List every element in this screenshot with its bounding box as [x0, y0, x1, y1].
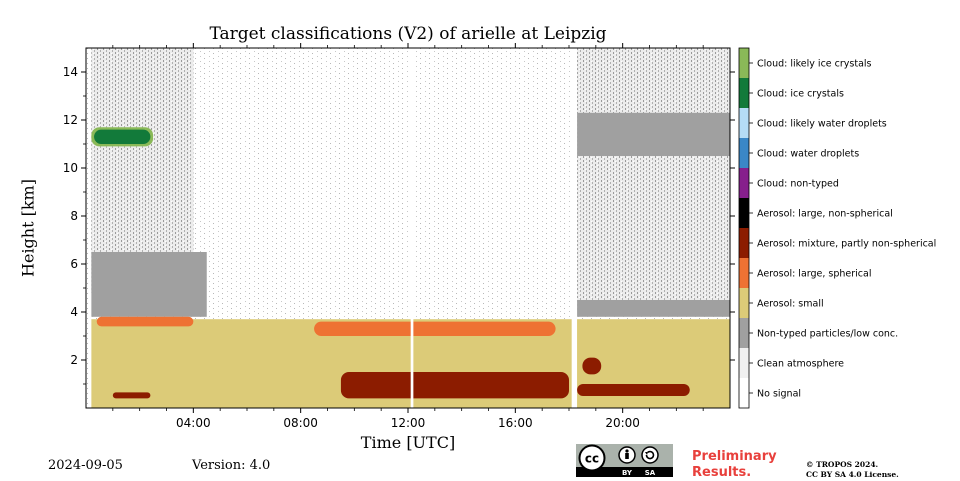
- legend-label-aerosol-large-spherical: Aerosol: large, spherical: [757, 269, 872, 280]
- legend-swatch-cloud-non-typed: [739, 168, 749, 198]
- preliminary-line-1: Preliminary: [692, 449, 777, 464]
- legend-swatch-cloud-ice-crystals: [739, 78, 749, 108]
- region-aerosol-large-spherical-6: [96, 316, 194, 327]
- legend-swatch-aerosol-large-spherical: [739, 258, 749, 288]
- y-tick-label: 12: [63, 113, 78, 127]
- legend-swatch-cloud-likely-water-droplets: [739, 108, 749, 138]
- chart-title: Target classifications (V2) of arielle a…: [209, 24, 607, 44]
- legend-label-aerosol-small: Aerosol: small: [757, 299, 824, 310]
- legend-swatch-cloud-water-droplets: [739, 138, 749, 168]
- sa-icon: SA: [641, 446, 659, 477]
- copyright-line-2: CC BY SA 4.0 License.: [806, 470, 899, 479]
- legend-label-cloud-likely-ice-crystals: Cloud: likely ice crystals: [757, 59, 872, 70]
- y-tick-label: 10: [63, 161, 78, 175]
- copyright-line-1: © TROPOS 2024.: [806, 460, 879, 469]
- plot-area: [86, 48, 730, 408]
- legend-label-clean-atmosphere: Clean atmosphere: [757, 359, 844, 370]
- preliminary-line-2: Results.: [692, 465, 752, 480]
- copyright-note: © TROPOS 2024. CC BY SA 4.0 License.: [806, 460, 899, 480]
- x-tick-label: 12:00: [391, 416, 426, 430]
- x-tick-label: 04:00: [176, 416, 211, 430]
- region-non-typed-particles-low-conc-4: [577, 112, 730, 156]
- legend-label-non-typed-particles-low-conc: Non-typed particles/low conc.: [757, 329, 898, 340]
- legend-label-cloud-non-typed: Cloud: non-typed: [757, 179, 839, 190]
- legend-label-aerosol-mixture-partly-non-spherical: Aerosol: mixture, partly non-spherical: [757, 239, 936, 250]
- footer-version: Version: 4.0: [192, 458, 271, 473]
- x-tick-label: 20:00: [605, 416, 640, 430]
- legend-swatch-no-signal: [739, 378, 749, 408]
- x-axis-label: Time [UTC]: [360, 433, 456, 452]
- region-aerosol-large-spherical-7: [314, 321, 556, 336]
- legend-label-cloud-water-droplets: Cloud: water droplets: [757, 149, 859, 160]
- y-axis: 2 4 6 8 10 12 14: [63, 65, 735, 385]
- legend-colorbar: No signal Clean atmosphere Non-typed parti…: [738, 47, 936, 409]
- x-tick-label: 08:00: [283, 416, 318, 430]
- legend-label-aerosol-large-non-spherical: Aerosol: large, non-spherical: [757, 209, 893, 220]
- region-clean-atmosphere-0: [91, 48, 194, 293]
- legend-swatch-clean-atmosphere: [739, 348, 749, 378]
- x-axis: 04:00 08:00 12:00 16:00 20:00: [112, 43, 704, 430]
- footer-date: 2024-09-05: [48, 458, 123, 473]
- legend-swatch-non-typed-particles-low-conc: [739, 318, 749, 348]
- legend-swatch-aerosol-small: [739, 288, 749, 318]
- legend-label-cloud-ice-crystals: Cloud: ice crystals: [757, 89, 844, 100]
- x-tick-label: 16:00: [498, 416, 533, 430]
- by-icon: BY: [618, 446, 636, 477]
- y-tick-label: 6: [70, 257, 78, 271]
- y-tick-label: 14: [63, 65, 78, 79]
- region-aerosol-mixture-partly-non-spherical-10: [577, 384, 690, 396]
- y-tick-label: 4: [70, 305, 78, 319]
- region-non-typed-particles-low-conc-3: [577, 300, 730, 317]
- region-aerosol-mixture-partly-non-spherical-11: [582, 357, 602, 375]
- legend-swatch-cloud-likely-ice-crystals: [739, 48, 749, 78]
- legend-swatch-aerosol-large-non-spherical: [739, 198, 749, 228]
- y-tick-label: 2: [70, 353, 78, 367]
- svg-text:SA: SA: [645, 469, 656, 477]
- y-axis-label: Height [km]: [18, 179, 38, 277]
- region-non-typed-particles-low-conc-2: [91, 252, 207, 317]
- svg-text:cc: cc: [585, 452, 599, 466]
- svg-text:BY: BY: [622, 469, 633, 477]
- legend-swatch-aerosol-mixture-partly-non-spherical: [739, 228, 749, 258]
- region-aerosol-mixture-partly-non-spherical-9: [340, 372, 569, 399]
- region-cloud-ice-crystals-13: [94, 129, 151, 144]
- cc-icon: cc: [578, 444, 606, 472]
- cc-license-badge[interactable]: cc BY SA: [576, 444, 673, 477]
- y-tick-label: 8: [70, 209, 78, 223]
- region-clean-atmosphere-1: [577, 48, 730, 312]
- region-no-signal-14: [410, 48, 414, 408]
- legend-label-no-signal: No signal: [757, 389, 801, 400]
- region-no-signal-15: [571, 48, 578, 408]
- legend-label-cloud-likely-water-droplets: Cloud: likely water droplets: [757, 119, 887, 130]
- region-aerosol-mixture-partly-non-spherical-8: [112, 392, 151, 399]
- preliminary-results-note: Preliminary Results.: [692, 449, 777, 481]
- legend-frame: [738, 47, 750, 409]
